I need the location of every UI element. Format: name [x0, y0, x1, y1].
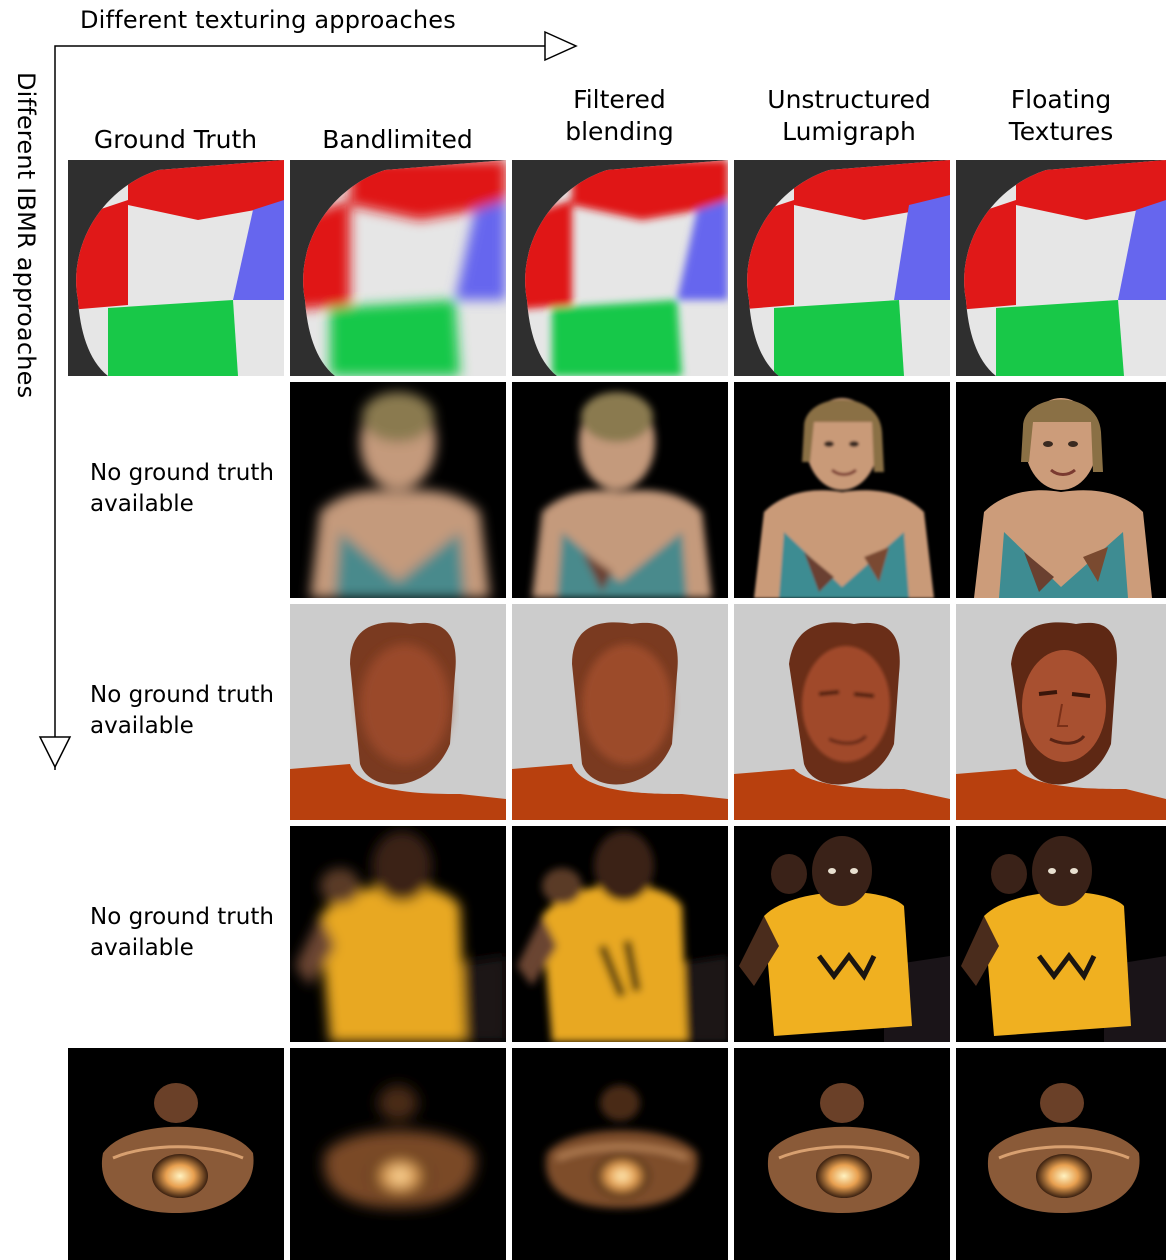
image-man-filtered-blending [512, 826, 728, 1042]
image-ball-unstructured-lumigraph [734, 160, 950, 376]
image-face-unstructured-lumigraph [734, 604, 950, 820]
row-note-2: No ground truth available [90, 460, 274, 517]
image-woman-filtered-blending [512, 382, 728, 598]
horizontal-axis-line [54, 45, 545, 770]
image-woman-unstructured-lumigraph [734, 382, 950, 598]
vertical-axis-title: Different IBMR approaches [12, 72, 40, 399]
image-ball-bandlimited [290, 160, 506, 376]
horizontal-axis-arrowhead [544, 30, 578, 62]
image-face-floating-textures [956, 604, 1166, 820]
column-header-filtered-blending: Filtered blending [565, 85, 674, 146]
image-face-filtered-blending [512, 604, 728, 820]
image-ball-ground-truth [68, 160, 284, 376]
image-figure-unstructured-lumigraph [734, 1048, 950, 1260]
column-header-bandlimited: Bandlimited [322, 125, 473, 154]
image-figure-filtered-blending [512, 1048, 728, 1260]
image-woman-bandlimited [290, 382, 506, 598]
image-figure-bandlimited [290, 1048, 506, 1260]
horizontal-axis-title: Different texturing approaches [80, 6, 456, 34]
image-man-bandlimited [290, 826, 506, 1042]
image-ball-filtered-blending [512, 160, 728, 376]
image-figure-ground-truth [68, 1048, 284, 1260]
image-woman-floating-textures [956, 382, 1166, 598]
vertical-axis-arrowhead [38, 736, 72, 769]
image-man-floating-textures [956, 826, 1166, 1042]
image-ball-floating-textures [956, 160, 1166, 376]
column-header-unstructured-lumigraph: Unstructured Lumigraph [767, 85, 931, 146]
row-note-4: No ground truth available [90, 904, 274, 961]
column-header-ground-truth: Ground Truth [93, 125, 258, 154]
column-header-floating-textures: Floating Textures [1008, 85, 1114, 146]
row-note-3: No ground truth available [90, 682, 274, 739]
image-face-bandlimited [290, 604, 506, 820]
image-figure-floating-textures [956, 1048, 1166, 1260]
image-man-unstructured-lumigraph [734, 826, 950, 1042]
